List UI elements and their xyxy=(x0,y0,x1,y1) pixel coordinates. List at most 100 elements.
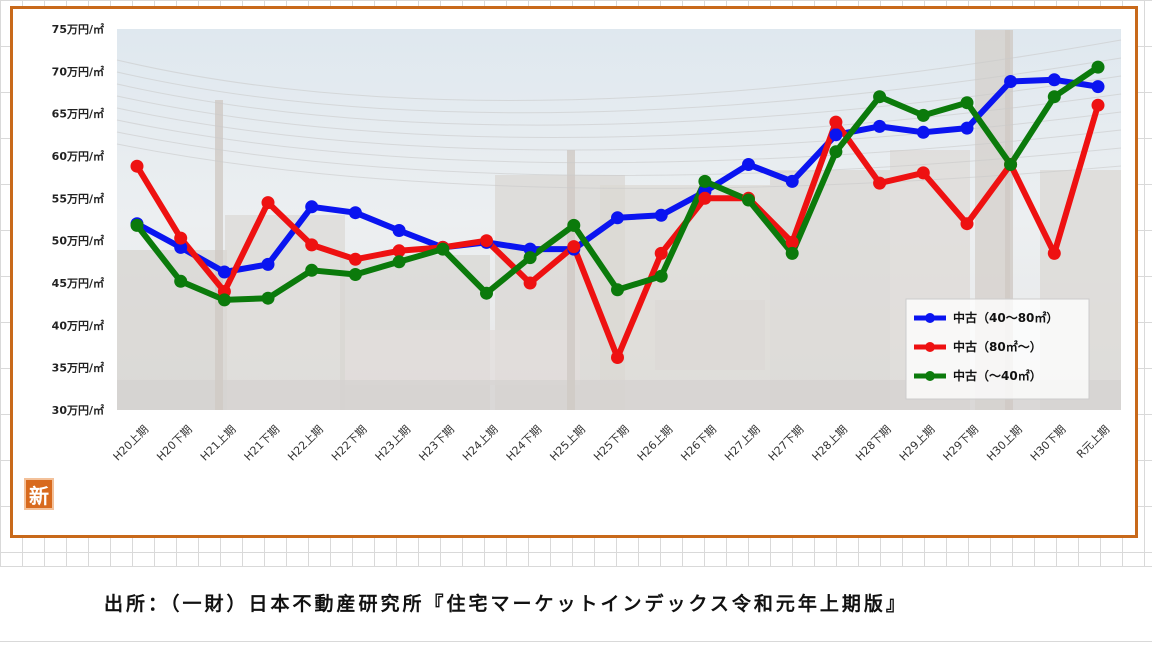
series-1-point xyxy=(392,224,406,237)
series-3-point xyxy=(1004,158,1018,171)
y-tick-label: 35万円/㎡ xyxy=(52,361,104,375)
series-1-point xyxy=(261,257,275,271)
series-1-point xyxy=(654,208,668,222)
series-1-point xyxy=(305,200,319,214)
series-3-point xyxy=(1047,90,1061,104)
series-3-point xyxy=(873,90,887,104)
legend-label-1: 中古（40～80㎡） xyxy=(953,310,1058,325)
series-2-point xyxy=(174,231,188,245)
series-3-point xyxy=(916,108,930,122)
series-3-point xyxy=(436,242,450,256)
x-axis-ticks: H20上期 H20下期 H21上期 H21下期 H22上期 H22下期 H23上期 H23下期… xyxy=(111,423,1113,464)
series-1-point xyxy=(217,265,231,279)
photo-wire xyxy=(116,131,1122,176)
photo-wire xyxy=(116,119,1122,164)
series-1-point xyxy=(1004,75,1018,88)
series-2-point xyxy=(567,240,581,254)
x-tick-label: H21上期 xyxy=(198,423,239,464)
series-3-point xyxy=(348,268,362,281)
series-3-point xyxy=(829,145,843,159)
x-tick-label: H29下期 xyxy=(941,423,982,464)
photo-wire xyxy=(116,143,1122,189)
photo-block xyxy=(345,330,580,385)
x-tick-label: H21下期 xyxy=(242,423,283,464)
y-tick-label: 50万円/㎡ xyxy=(52,234,104,248)
x-tick-label: H22下期 xyxy=(329,423,370,464)
series-3-point xyxy=(217,293,231,307)
series-1-point xyxy=(348,206,362,220)
series-2-point xyxy=(305,238,319,252)
x-tick-label: H22上期 xyxy=(285,423,326,464)
series-2-point xyxy=(873,176,887,190)
series-2-point xyxy=(261,196,275,210)
series-1-point xyxy=(1047,73,1061,87)
series-3-point xyxy=(261,291,275,305)
series-3-point xyxy=(480,286,493,300)
x-tick-label: H24上期 xyxy=(460,423,501,464)
series-1-point xyxy=(873,119,887,133)
y-tick-label: 30万円/㎡ xyxy=(52,403,104,417)
series-2-point xyxy=(960,217,974,231)
series-3-point xyxy=(1091,60,1105,74)
x-tick-label: R元上期 xyxy=(1074,423,1112,461)
series-2-point xyxy=(916,166,930,180)
x-tick-label: H23上期 xyxy=(373,423,414,464)
series-2-point xyxy=(392,244,406,258)
series-2-point xyxy=(480,234,493,248)
x-tick-label: H20上期 xyxy=(111,423,152,464)
x-tick-label: H28下期 xyxy=(853,423,894,464)
series-3-point xyxy=(392,255,406,269)
spreadsheet-row-area xyxy=(0,566,1152,648)
photo-wire xyxy=(116,39,1122,101)
series-1-point xyxy=(785,174,799,188)
series-1-point xyxy=(916,125,930,139)
legend-marker-2 xyxy=(925,342,935,352)
series-1-point xyxy=(1091,80,1105,94)
series-3-point xyxy=(130,218,144,232)
series-2-point xyxy=(698,191,712,205)
series-2-point xyxy=(348,252,362,266)
series-2-point xyxy=(1047,246,1061,260)
series-3-point xyxy=(960,96,974,110)
series-1-point xyxy=(742,158,755,171)
new-badge: 新 xyxy=(24,478,54,510)
photo-pole xyxy=(215,100,223,410)
series-3-point xyxy=(742,193,755,207)
legend-marker-3 xyxy=(925,371,935,381)
photo-wire xyxy=(116,93,1122,138)
legend: 中古（40～80㎡） 中古（80㎡～） 中古（～40㎡） xyxy=(905,298,1090,400)
x-tick-label: H26下期 xyxy=(678,423,719,464)
photo-wire xyxy=(116,57,1122,114)
legend-marker-1 xyxy=(925,313,935,323)
series-1-point xyxy=(960,121,974,135)
series-1-point xyxy=(174,240,188,254)
y-tick-label: 55万円/㎡ xyxy=(52,191,104,205)
legend-label-3: 中古（～40㎡） xyxy=(953,368,1042,383)
x-tick-label: H30下期 xyxy=(1028,423,1069,464)
series-2-point xyxy=(654,246,668,260)
series-2-point xyxy=(829,115,843,129)
x-tick-label: H24下期 xyxy=(504,423,545,464)
x-tick-label: H30上期 xyxy=(984,423,1025,464)
y-tick-label: 40万円/㎡ xyxy=(52,318,104,332)
x-tick-label: H25上期 xyxy=(547,423,588,464)
photo-pole xyxy=(1005,30,1013,410)
series-2-point xyxy=(785,235,799,249)
series-3-point xyxy=(567,218,581,232)
y-tick-label: 75万円/㎡ xyxy=(52,22,104,36)
x-tick-label: H25下期 xyxy=(591,423,632,464)
x-tick-label: H20下期 xyxy=(154,423,195,464)
series-3-point xyxy=(523,251,537,265)
x-tick-label: H29上期 xyxy=(897,423,938,464)
legend-label-2: 中古（80㎡～） xyxy=(953,339,1042,354)
x-tick-label: H26上期 xyxy=(635,423,676,464)
source-note: 出所：（一財）日本不動産研究所『住宅マーケットインデックス令和元年上期版』 xyxy=(104,593,908,615)
series-3-point xyxy=(785,246,799,260)
series-3-point xyxy=(305,263,319,277)
photo-block xyxy=(655,300,765,370)
series-2-point xyxy=(523,276,537,290)
series-lines xyxy=(130,60,1105,364)
series-2-point xyxy=(130,159,144,173)
x-tick-label: H28上期 xyxy=(810,423,851,464)
